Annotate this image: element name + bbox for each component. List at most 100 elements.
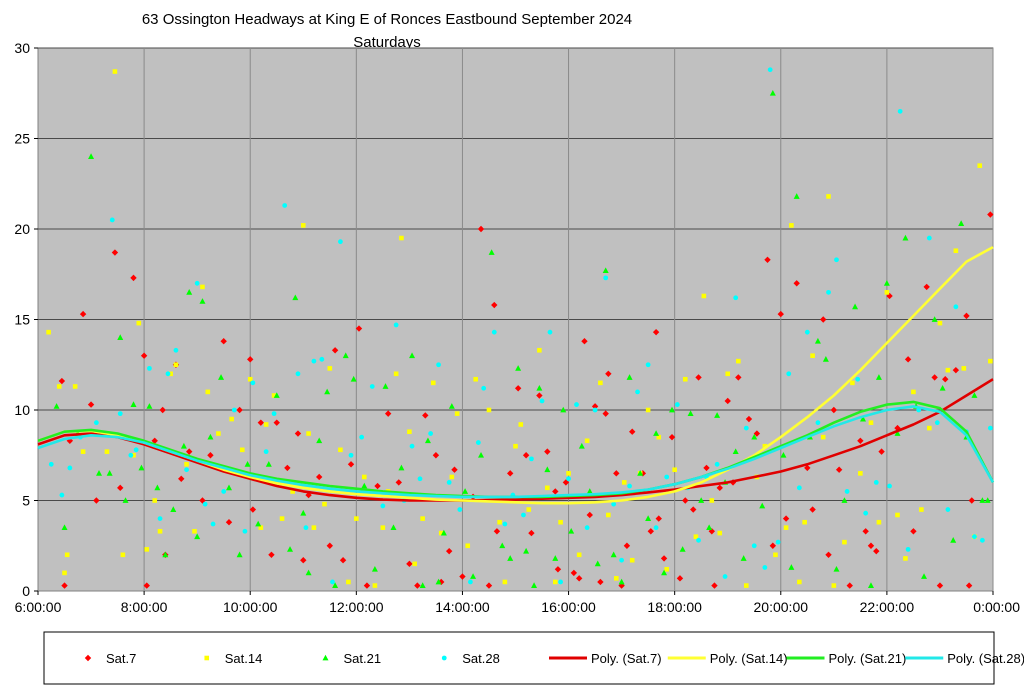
data-point (690, 506, 697, 513)
data-point (393, 371, 399, 377)
data-point (835, 466, 843, 473)
data-point (382, 383, 389, 389)
data-point (594, 560, 601, 567)
legend-item-7: Poly. (Sat.28) (905, 651, 1024, 666)
data-point (822, 356, 829, 362)
data-point (606, 512, 611, 518)
data-point (592, 407, 598, 413)
y-tick-label: 15 (14, 312, 30, 328)
data-point (154, 484, 161, 491)
data-point (506, 470, 514, 477)
data-point (987, 211, 994, 218)
data-point (602, 410, 609, 417)
data-point (554, 566, 562, 573)
data-point (117, 334, 124, 340)
data-point (225, 519, 233, 526)
data-point (315, 473, 323, 481)
data-point (131, 452, 136, 458)
data-point (311, 358, 317, 364)
data-point (618, 582, 625, 589)
data-point (207, 433, 214, 440)
data-point (369, 384, 375, 389)
data-point (586, 511, 593, 519)
data-point (867, 582, 874, 588)
data-point (384, 410, 392, 417)
data-point (931, 316, 938, 322)
data-point (347, 461, 355, 468)
data-point (674, 402, 680, 407)
data-point (87, 401, 95, 408)
data-point (414, 582, 421, 589)
data-point (529, 456, 534, 462)
data-point (477, 225, 485, 233)
data-point (287, 546, 294, 552)
data-point (544, 466, 551, 473)
data-point (653, 525, 659, 531)
data-point (923, 283, 930, 291)
data-point (146, 403, 153, 409)
data-point (342, 352, 349, 359)
data-point (499, 542, 506, 549)
y-tick-label: 5 (22, 493, 30, 509)
data-point (143, 582, 150, 589)
series-3 (48, 67, 993, 585)
data-point (653, 430, 660, 436)
data-point (875, 374, 882, 380)
data-point (526, 507, 532, 512)
legend-item-0: Sat.7 (84, 651, 136, 666)
data-point (180, 442, 187, 449)
data-point (743, 583, 749, 588)
data-point (655, 515, 662, 522)
data-point (305, 569, 312, 576)
data-point (802, 519, 807, 525)
data-point (475, 440, 481, 445)
data-point (988, 358, 993, 364)
data-point (346, 579, 351, 585)
data-point (339, 557, 347, 564)
data-point (566, 471, 571, 476)
data-point (668, 433, 676, 441)
legend-swatch-marker (204, 655, 210, 661)
data-point (660, 555, 668, 562)
data-point (735, 374, 742, 381)
data-point (522, 452, 530, 459)
data-point (810, 353, 815, 358)
chart-subtitle: Saturdays (353, 34, 421, 51)
data-point (652, 328, 660, 336)
data-point (578, 442, 585, 449)
data-point (777, 310, 784, 318)
data-point (507, 555, 514, 561)
data-point (331, 347, 339, 354)
x-tick-label: 20:00:00 (754, 599, 809, 615)
trend-lines (37, 245, 995, 505)
data-point (420, 516, 425, 521)
data-point (873, 480, 879, 485)
data-point (584, 525, 590, 531)
data-point (544, 448, 551, 455)
data-point (56, 384, 62, 389)
data-point (867, 542, 875, 549)
data-point (326, 542, 334, 549)
data-point (598, 380, 603, 386)
data-point (157, 528, 163, 534)
data-point (409, 443, 415, 449)
data-point (488, 249, 495, 255)
data-point (284, 464, 291, 472)
data-point (717, 530, 723, 536)
data-point (857, 437, 864, 444)
data-point (170, 506, 177, 512)
data-point (168, 371, 173, 377)
data-point (279, 516, 285, 521)
data-point (250, 380, 256, 386)
data-point (570, 569, 578, 577)
data-point (788, 564, 795, 570)
data-point (93, 420, 99, 426)
data-point (200, 284, 205, 290)
data-point (968, 497, 975, 504)
data-point (672, 467, 677, 473)
y-tick-label: 20 (14, 221, 30, 237)
data-point (905, 546, 911, 552)
data-point (162, 551, 169, 558)
data-point (300, 557, 307, 564)
data-point (814, 337, 821, 344)
